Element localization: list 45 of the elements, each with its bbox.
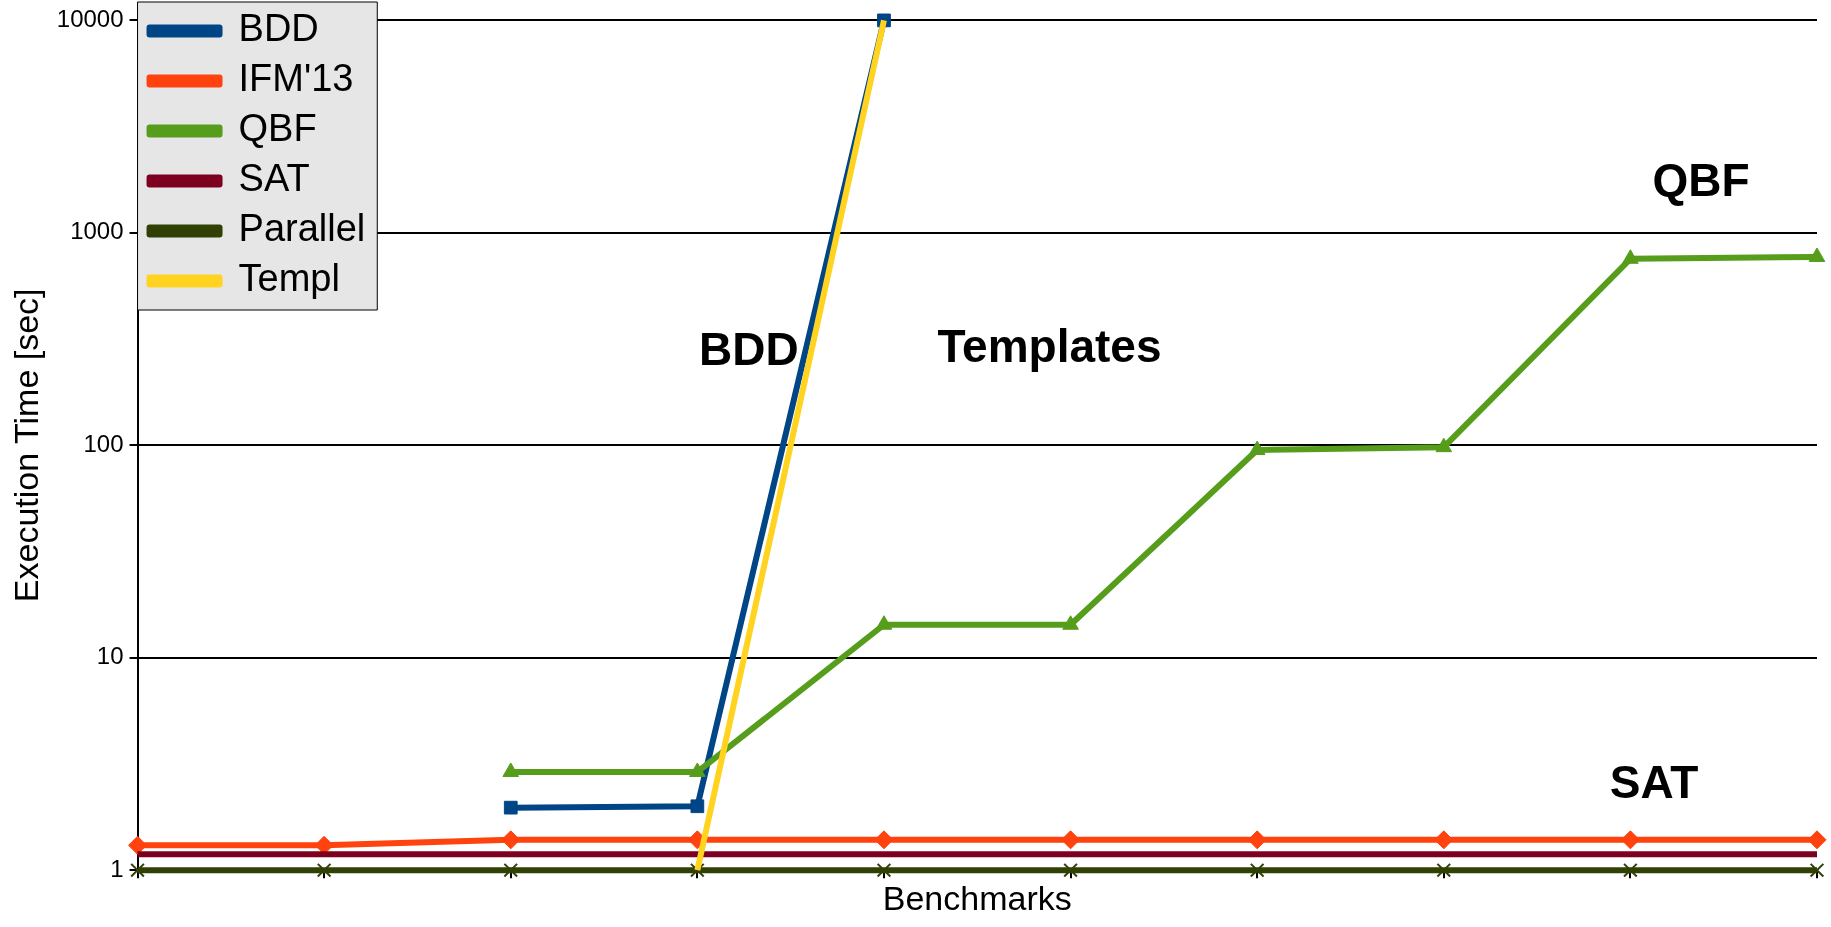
point: [130, 862, 145, 878]
point: [1434, 830, 1454, 850]
point: [690, 799, 705, 814]
point: [1436, 862, 1452, 878]
point: [1435, 437, 1453, 453]
point: [1620, 830, 1640, 850]
point: [874, 830, 894, 850]
y-tick-label: 1000: [70, 217, 124, 245]
legend-label: IFM'13: [238, 57, 354, 100]
annotation: BDD: [699, 322, 799, 375]
point: [875, 615, 893, 630]
legend-label: Parallel: [238, 207, 366, 250]
point: [1623, 862, 1638, 878]
point: [1807, 830, 1827, 850]
legend-label: Templ: [238, 257, 340, 300]
point: [502, 762, 520, 777]
x-axis-title: Benchmarks: [882, 878, 1072, 917]
annotation: QBF: [1652, 154, 1750, 207]
point: [503, 862, 519, 878]
point: [1808, 247, 1826, 262]
legend-label: QBF: [238, 107, 317, 150]
y-axis-title: Execution Time [sec]: [6, 288, 45, 603]
y-tick-label: 10000: [56, 5, 124, 33]
point: [316, 862, 332, 878]
legend-label: SAT: [238, 157, 310, 200]
point: [1061, 830, 1081, 850]
point: [1062, 615, 1079, 630]
point: [1809, 862, 1825, 878]
point: [1622, 249, 1639, 264]
point: [503, 800, 518, 815]
y-tick-label: 10: [96, 642, 124, 670]
point: [1249, 862, 1265, 878]
annotation: Templates: [937, 319, 1162, 372]
y-tick-label: 100: [83, 429, 124, 457]
point: [128, 835, 148, 855]
y-tick-label: 1: [110, 854, 124, 882]
point: [689, 762, 706, 777]
point: [1063, 862, 1078, 878]
legend-label: BDD: [238, 7, 319, 50]
point: [1248, 440, 1266, 456]
annotation: SAT: [1609, 755, 1699, 808]
point: [690, 862, 705, 878]
point: [501, 830, 521, 850]
point: [1247, 830, 1267, 850]
point: [876, 862, 892, 878]
